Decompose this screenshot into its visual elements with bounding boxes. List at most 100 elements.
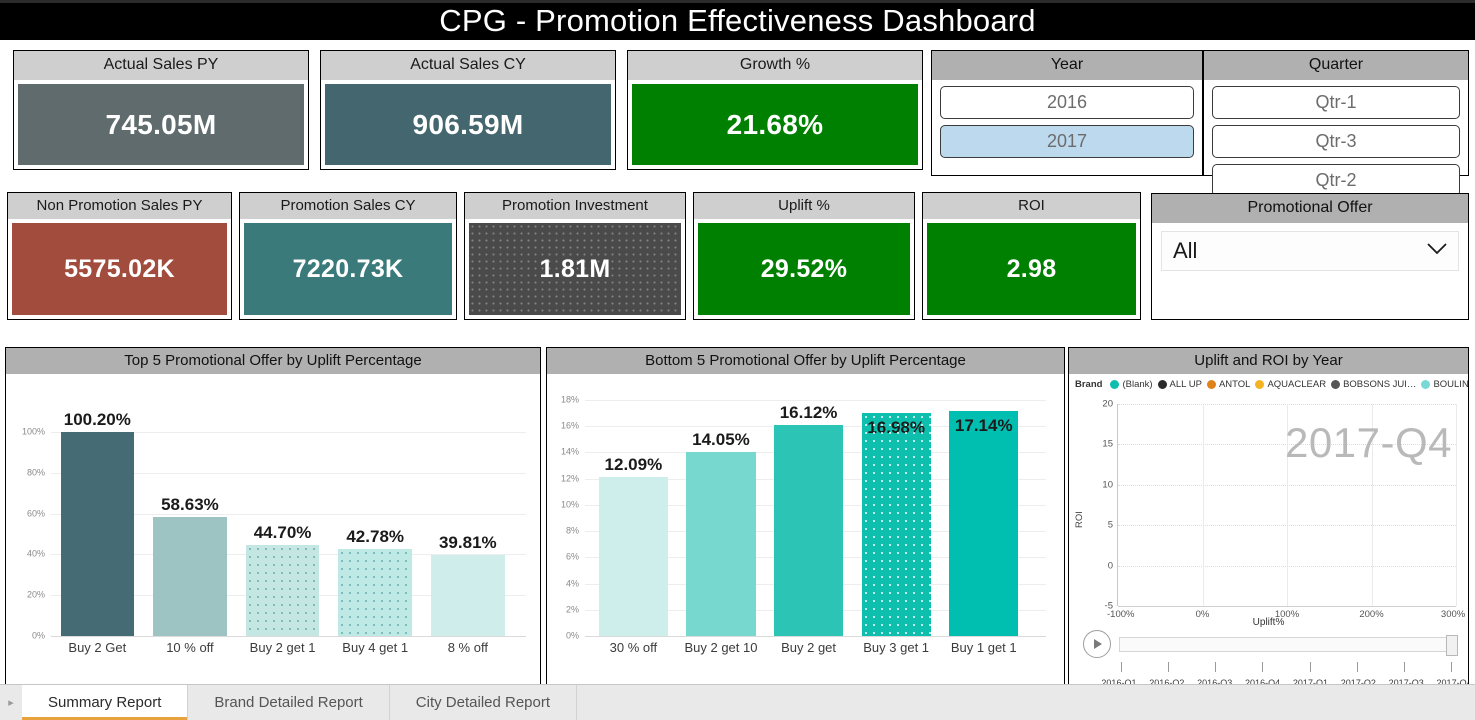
slicer-promotional-offer[interactable]: Promotional Offer All bbox=[1151, 193, 1469, 320]
y-tick-label: 10% bbox=[560, 499, 579, 510]
legend-item-aquaclear[interactable]: AQUACLEAR bbox=[1255, 379, 1326, 390]
bar-top5-3[interactable]: 42.78% Buy 4 get 1 bbox=[338, 528, 412, 654]
bar-bottom5-4[interactable]: 17.14% Buy 1 get 1 bbox=[949, 411, 1019, 654]
tab-summary-report[interactable]: Summary Report bbox=[22, 685, 189, 720]
kpi-card-actual-sales-py[interactable]: Actual Sales PY 745.05M bbox=[13, 50, 309, 170]
slicer-option-qtr-1[interactable]: Qtr-1 bbox=[1212, 86, 1460, 119]
bar-value-label: 16.98% bbox=[867, 418, 925, 438]
bar-bottom5-0[interactable]: 12.09% 30 % off bbox=[598, 456, 668, 654]
frame-label[interactable]: 2016-Q2 bbox=[1149, 678, 1185, 685]
legend-item-antol[interactable]: ANTOL bbox=[1206, 379, 1251, 390]
legend-item-all-up[interactable]: ALL UP bbox=[1157, 379, 1202, 390]
kpi-card-promotion-sales-cy[interactable]: Promotion Sales CY 7220.73K bbox=[239, 192, 457, 320]
promotional-offer-dropdown[interactable]: All bbox=[1152, 223, 1468, 319]
chart-panel-uplift-roi-by-year[interactable]: Uplift and ROI by Year Brand (Blank) ALL… bbox=[1068, 347, 1469, 685]
y-tick-label: 40% bbox=[26, 548, 45, 559]
y-tick-label: 0% bbox=[31, 630, 45, 641]
bar-top5-2[interactable]: 44.70% Buy 2 get 1 bbox=[245, 524, 320, 654]
play-axis-ticks bbox=[1121, 662, 1452, 672]
frame-label[interactable]: 2017-Q2 bbox=[1340, 678, 1376, 685]
play-axis-slider[interactable] bbox=[1119, 634, 1458, 656]
kpi-card-roi[interactable]: ROI 2.98 bbox=[922, 192, 1141, 320]
kpi-card-promotion-investment[interactable]: Promotion Investment 1.81M bbox=[464, 192, 686, 320]
x-tick-label: -100% bbox=[1107, 609, 1135, 620]
x-tick-label: Buy 1 get 1 bbox=[950, 640, 1017, 655]
y-tick-label: -5 bbox=[1104, 600, 1113, 612]
chart-title: Bottom 5 Promotional Offer by Uplift Per… bbox=[547, 348, 1064, 374]
bar-top5-1[interactable]: 58.63% 10 % off bbox=[153, 496, 227, 654]
frame-label[interactable]: 2017-Q1 bbox=[1292, 678, 1328, 685]
bar-top5-0[interactable]: 100.20% Buy 2 Get bbox=[60, 411, 135, 654]
page-title: CPG - Promotion Effectiveness Dashboard bbox=[439, 2, 1036, 38]
y-tick-label: 15 bbox=[1102, 438, 1113, 450]
kpi-value: 745.05M bbox=[18, 84, 304, 165]
frame-label[interactable]: 2016-Q4 bbox=[1245, 678, 1281, 685]
slicer-quarter[interactable]: Quarter Qtr-1 Qtr-3 Qtr-2 Qtr-4 bbox=[1203, 50, 1469, 236]
bar-bottom5-2[interactable]: 16.12% Buy 2 get bbox=[774, 404, 844, 654]
x-tick-label: Buy 2 get 10 bbox=[684, 640, 758, 655]
chevron-down-icon[interactable] bbox=[1426, 242, 1448, 260]
chart-panel-bottom-5-uplift[interactable]: Bottom 5 Promotional Offer by Uplift Per… bbox=[546, 347, 1065, 685]
bar-top5-4[interactable]: 39.81% 8 % off bbox=[431, 534, 505, 654]
y-tick-label: 8% bbox=[565, 525, 579, 536]
frame-label[interactable]: 2017-Q4 bbox=[1436, 678, 1469, 685]
x-tick-label: 300% bbox=[1440, 609, 1466, 620]
kpi-value: 21.68% bbox=[632, 84, 918, 165]
y-tick-label: 80% bbox=[26, 467, 45, 478]
kpi-card-uplift-percent[interactable]: Uplift % 29.52% bbox=[693, 192, 915, 320]
frame-label[interactable]: 2016-Q1 bbox=[1101, 678, 1137, 685]
slider-thumb[interactable] bbox=[1446, 634, 1458, 656]
chart-legend[interactable]: Brand (Blank) ALL UP ANTOL AQUACLEAR BOB… bbox=[1069, 374, 1468, 394]
y-tick-label: 0% bbox=[565, 630, 579, 641]
slicer-title: Year bbox=[932, 51, 1202, 80]
kpi-card-actual-sales-cy[interactable]: Actual Sales CY 906.59M bbox=[320, 50, 616, 170]
y-tick-label: 20% bbox=[26, 589, 45, 600]
slicer-option-2017[interactable]: 2017 bbox=[940, 125, 1194, 158]
slicer-option-qtr-3[interactable]: Qtr-3 bbox=[1212, 125, 1460, 158]
kpi-label: Actual Sales CY bbox=[321, 51, 615, 80]
y-tick-label: 6% bbox=[565, 551, 579, 562]
bar-bottom5-1[interactable]: 14.05% Buy 2 get 10 bbox=[684, 431, 757, 654]
scatter-axes: 20 15 10 5 0 -5 -100% 0% 100% 200% 300% … bbox=[1102, 399, 1465, 619]
x-tick-label: 10 % off bbox=[166, 640, 214, 655]
frame-label[interactable]: 2016-Q3 bbox=[1197, 678, 1233, 685]
legend-item-blank[interactable]: (Blank) bbox=[1110, 379, 1153, 390]
tab-brand-detailed-report[interactable]: Brand Detailed Report bbox=[188, 685, 390, 720]
bottom5-plot-area: 18% 16% 14% 12% 10% 8% 6% 4% 2% 0% 12.09… bbox=[547, 374, 1064, 684]
y-tick-label: 14% bbox=[560, 446, 579, 457]
y-tick-label: 10 bbox=[1102, 479, 1113, 491]
dropdown-control[interactable]: All bbox=[1161, 231, 1459, 271]
dropdown-selected-value: All bbox=[1173, 238, 1198, 263]
slicer-option-qtr-2[interactable]: Qtr-2 bbox=[1212, 164, 1460, 197]
bar-value-label: 44.70% bbox=[253, 523, 312, 543]
kpi-card-non-promotion-sales-py[interactable]: Non Promotion Sales PY 5575.02K bbox=[7, 192, 232, 320]
play-axis-control[interactable] bbox=[1083, 630, 1458, 658]
x-tick-label: 8 % off bbox=[447, 640, 488, 655]
y-tick-label: 18% bbox=[560, 394, 579, 405]
chart-panel-top-5-uplift[interactable]: Top 5 Promotional Offer by Uplift Percen… bbox=[5, 347, 541, 685]
tab-label: Summary Report bbox=[48, 694, 162, 711]
chevron-right-icon[interactable]: ▸ bbox=[8, 697, 14, 709]
bar-value-label: 39.81% bbox=[438, 532, 497, 552]
legend-item-boulin[interactable]: BOULIN BA… bbox=[1421, 379, 1468, 390]
legend-item-bobsons[interactable]: BOBSONS JUI… bbox=[1331, 379, 1416, 390]
kpi-value: 5575.02K bbox=[12, 223, 227, 315]
legend-swatch-icon bbox=[1331, 380, 1341, 389]
play-icon[interactable] bbox=[1083, 630, 1111, 658]
frame-label[interactable]: 2017-Q3 bbox=[1388, 678, 1424, 685]
kpi-card-growth-percent[interactable]: Growth % 21.68% bbox=[627, 50, 923, 170]
report-tab-bar[interactable]: ▸ Summary Report Brand Detailed Report C… bbox=[0, 684, 1475, 720]
legend-label: ALL UP bbox=[1169, 379, 1202, 390]
tab-city-detailed-report[interactable]: City Detailed Report bbox=[390, 685, 578, 720]
x-tick-label: Buy 2 get bbox=[781, 640, 837, 655]
kpi-value: 2.98 bbox=[927, 223, 1136, 315]
slicer-year[interactable]: Year 2016 2017 bbox=[931, 50, 1203, 176]
legend-label: ANTOL bbox=[1218, 379, 1251, 390]
slicer-option-2016[interactable]: 2016 bbox=[940, 86, 1194, 119]
bar-bottom5-3[interactable]: 16.98% Buy 3 get 1 bbox=[861, 413, 931, 654]
kpi-value: 7220.73K bbox=[244, 223, 452, 315]
x-tick-label: Buy 3 get 1 bbox=[863, 640, 930, 655]
y-tick-label: 4% bbox=[565, 578, 579, 589]
x-tick-label: 30 % off bbox=[609, 640, 658, 655]
tab-label: City Detailed Report bbox=[415, 694, 551, 711]
